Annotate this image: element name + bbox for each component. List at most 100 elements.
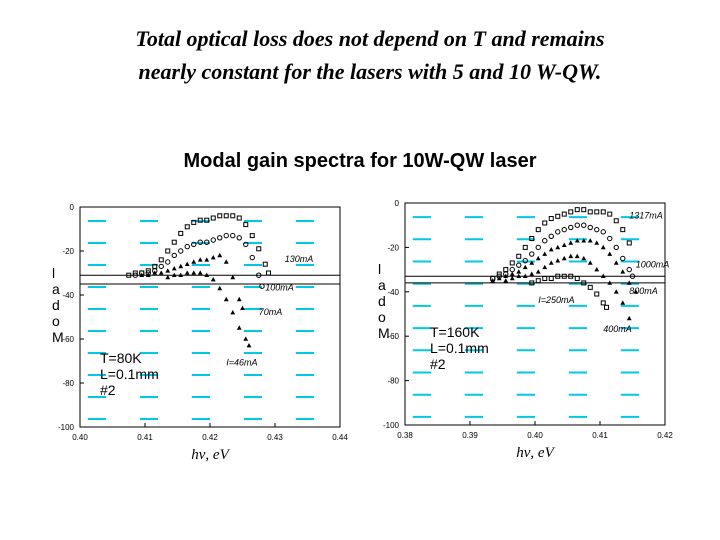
- circle-point: [178, 248, 184, 254]
- square-point: [197, 217, 203, 223]
- square-point: [620, 227, 626, 233]
- circle-point: [629, 273, 636, 279]
- triangle-point: [152, 270, 158, 275]
- circle-point: [217, 235, 223, 241]
- triangle-point: [522, 273, 528, 279]
- triangle-point: [158, 270, 164, 275]
- triangle-point: [503, 278, 509, 283]
- params-label: T=80K: [100, 350, 142, 366]
- square-point: [210, 215, 216, 221]
- circle-point: [542, 238, 548, 244]
- square-point: [223, 213, 229, 219]
- x-tick-label: 0.44: [332, 433, 348, 442]
- square-point: [178, 230, 184, 236]
- series: [132, 232, 265, 289]
- circle-point: [548, 233, 554, 240]
- square-point: [542, 220, 548, 226]
- y-tick-label: -100: [383, 421, 400, 430]
- circle-point: [522, 258, 528, 264]
- curve-label: 1000mA: [636, 259, 670, 269]
- x-tick-label: 0.39: [462, 431, 478, 440]
- y-tick-label: -40: [387, 288, 399, 297]
- triangle-point: [509, 271, 515, 276]
- triangle-point: [607, 251, 613, 256]
- circle-point: [535, 244, 541, 251]
- y-tick-label: -60: [387, 332, 399, 341]
- triangle-point: [555, 244, 561, 250]
- square-point: [266, 270, 271, 276]
- square-point: [587, 284, 593, 290]
- circle-point: [594, 226, 600, 233]
- triangle-point: [191, 270, 197, 275]
- x-tick-label: 0.43: [267, 433, 283, 442]
- triangle-point: [230, 310, 236, 315]
- triangle-point: [503, 273, 509, 279]
- square-point: [600, 209, 606, 215]
- square-point: [555, 213, 561, 219]
- triangle-point: [600, 273, 606, 279]
- triangle-point: [561, 242, 567, 247]
- triangle-point: [197, 257, 203, 262]
- square-point: [191, 219, 197, 225]
- triangle-point: [197, 270, 203, 275]
- triangle-point: [171, 266, 177, 271]
- square-point: [204, 217, 210, 223]
- triangle-point: [223, 259, 229, 264]
- series: [139, 252, 245, 310]
- circle-point: [197, 239, 203, 245]
- triangle-point: [607, 280, 613, 285]
- circle-point: [626, 266, 632, 273]
- triangle-point: [178, 272, 184, 277]
- y-tick-label: -20: [387, 243, 399, 252]
- triangle-point: [165, 274, 171, 280]
- triangle-point: [223, 296, 229, 302]
- triangle-point: [620, 300, 626, 305]
- square-point: [581, 280, 587, 286]
- triangle-point: [594, 267, 600, 272]
- square-point: [535, 227, 541, 233]
- triangle-point: [240, 305, 245, 310]
- circle-point: [165, 259, 171, 265]
- x-tick-label: 0.40: [527, 431, 543, 440]
- triangle-point: [490, 278, 496, 283]
- triangle-point: [139, 272, 145, 277]
- triangle-point: [555, 258, 561, 263]
- square-point: [574, 207, 580, 213]
- triangle-point: [217, 252, 223, 258]
- plot-frame: [79, 206, 341, 428]
- slide-title: Total optical loss does not depend on T …: [60, 22, 680, 88]
- x-axis-label: hν, eV: [191, 447, 230, 463]
- triangle-point: [171, 272, 177, 277]
- y-tick-label: -80: [387, 377, 399, 386]
- triangle-point: [535, 255, 541, 261]
- square-point: [236, 215, 242, 221]
- series: [490, 238, 639, 294]
- dashed-grid: [87, 220, 314, 420]
- triangle-point: [243, 336, 249, 341]
- series: [126, 213, 271, 278]
- square-point: [607, 211, 613, 217]
- square-point: [604, 304, 609, 310]
- x-tick-label: 0.41: [137, 433, 153, 442]
- square-point: [503, 267, 509, 273]
- triangle-point: [230, 274, 236, 280]
- slide-title-line-1: Total optical loss does not depend on T …: [135, 26, 605, 51]
- square-point: [158, 257, 164, 263]
- triangle-point: [217, 285, 223, 291]
- triangle-point: [516, 273, 522, 279]
- triangle-point: [535, 269, 541, 274]
- square-point: [256, 246, 262, 252]
- square-point: [165, 248, 171, 254]
- triangle-point: [204, 272, 210, 277]
- circle-point: [132, 272, 138, 278]
- square-point: [516, 253, 522, 259]
- square-point: [126, 272, 132, 278]
- circle-point: [230, 232, 236, 239]
- square-point: [184, 224, 190, 230]
- chart-panel-80k: 0 -20 -40 -60 -80 -1000.40 0.41 0.42 0.43 0.44 130…: [52, 203, 348, 463]
- y-tick-label: -20: [62, 247, 74, 256]
- x-tick-label: 0.41: [592, 431, 608, 440]
- triangle-point: [210, 255, 216, 260]
